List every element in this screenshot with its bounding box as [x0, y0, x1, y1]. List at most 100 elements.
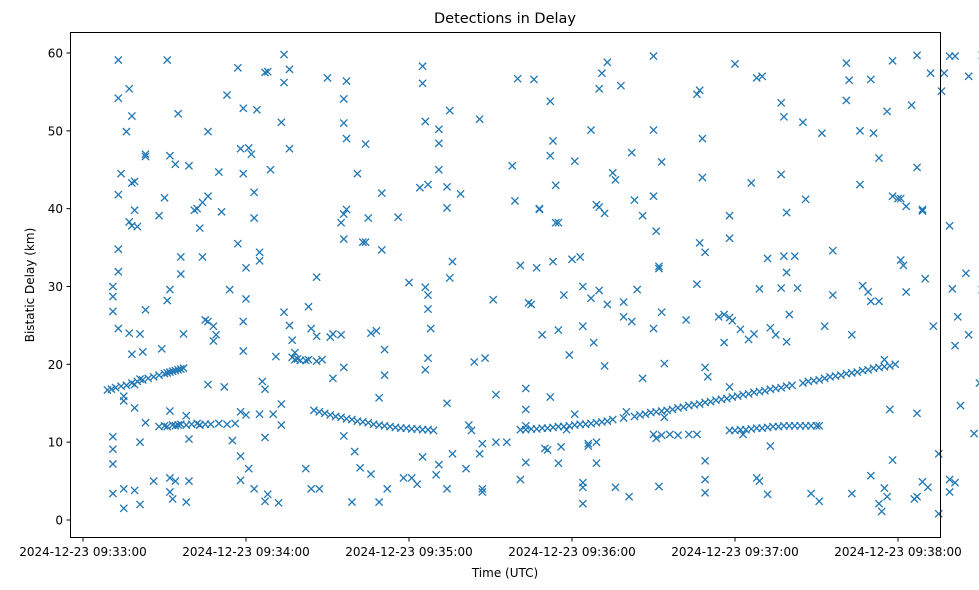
data-point: [481, 354, 490, 363]
data-point: [779, 112, 788, 121]
data-point: [231, 419, 240, 428]
data-point: [255, 248, 264, 257]
data-point: [127, 111, 136, 121]
data-point: [521, 458, 530, 467]
data-point: [747, 178, 756, 188]
data-point: [206, 420, 215, 429]
data-point: [608, 168, 617, 177]
data-point: [627, 148, 636, 157]
data-point: [250, 213, 259, 223]
data-point: [888, 192, 897, 201]
data-point: [233, 239, 242, 248]
data-point: [320, 409, 329, 418]
data-point: [312, 332, 321, 341]
data-point: [130, 403, 139, 412]
data-point: [250, 484, 259, 493]
data-point: [119, 504, 128, 513]
data-point: [377, 189, 386, 198]
y-tick-label: 30: [48, 280, 63, 294]
data-point: [616, 81, 625, 90]
data-point: [546, 151, 555, 160]
data-point: [899, 261, 908, 270]
data-point: [407, 473, 416, 483]
data-point: [964, 72, 973, 81]
data-point: [945, 221, 954, 230]
data-point: [874, 499, 884, 508]
data-point: [250, 188, 259, 197]
data-point: [212, 330, 221, 339]
data-point: [668, 405, 677, 414]
data-point: [380, 371, 389, 380]
data-point: [442, 399, 452, 408]
data-point: [855, 180, 865, 189]
data-point: [891, 360, 900, 369]
data-point: [171, 477, 180, 486]
data-point: [649, 430, 658, 439]
data-point: [108, 282, 117, 291]
data-point: [603, 417, 612, 426]
data-point: [510, 196, 520, 205]
data-point: [793, 283, 802, 293]
data-point: [228, 436, 237, 445]
data-point: [787, 381, 797, 390]
data-point: [478, 487, 487, 497]
data-point: [375, 393, 384, 402]
data-point: [244, 464, 253, 473]
data-point: [695, 238, 704, 247]
data-point: [255, 256, 264, 265]
data-point: [252, 105, 261, 114]
data-point: [888, 56, 897, 65]
y-axis-label: Bistatic Delay (km): [23, 228, 37, 343]
data-point: [489, 295, 498, 304]
data-point: [217, 207, 226, 216]
data-point: [361, 238, 370, 247]
data-point: [350, 447, 359, 456]
data-point: [611, 483, 620, 492]
data-point: [554, 326, 563, 335]
data-point: [432, 470, 441, 479]
data-point: [171, 421, 180, 430]
data-point: [529, 75, 539, 84]
data-point: [421, 365, 430, 374]
data-point: [315, 484, 324, 493]
data-point: [339, 94, 348, 103]
data-point: [725, 234, 734, 243]
data-point: [269, 410, 278, 419]
data-point: [399, 473, 408, 483]
data-point: [127, 350, 136, 359]
data-point: [326, 410, 335, 419]
data-point: [885, 405, 894, 414]
data-point: [307, 324, 316, 333]
data-point: [866, 471, 875, 480]
data-point: [817, 129, 826, 138]
data-point: [138, 347, 147, 356]
data-point: [923, 483, 932, 492]
data-point: [730, 59, 740, 68]
data-point: [665, 430, 674, 439]
data-point: [434, 460, 443, 469]
data-point: [241, 410, 251, 419]
data-point: [461, 464, 471, 473]
y-tick-label: 40: [48, 202, 63, 216]
data-point: [842, 96, 851, 105]
data-point: [176, 364, 185, 374]
data-point: [312, 273, 321, 282]
data-point: [953, 312, 962, 321]
data-point: [119, 484, 128, 493]
data-point: [722, 394, 731, 403]
data-point: [782, 268, 791, 277]
data-point: [323, 73, 332, 82]
data-point: [114, 55, 123, 65]
data-point: [673, 431, 683, 440]
y-tick-label: 50: [48, 124, 63, 138]
data-point: [692, 90, 702, 99]
data-point: [918, 206, 927, 216]
data-point: [779, 252, 788, 261]
data-point: [692, 430, 702, 439]
data-point: [418, 62, 427, 71]
data-point: [679, 403, 688, 412]
data-point: [279, 308, 289, 317]
data-point: [970, 429, 979, 438]
data-point: [116, 169, 126, 178]
data-point: [584, 441, 593, 451]
